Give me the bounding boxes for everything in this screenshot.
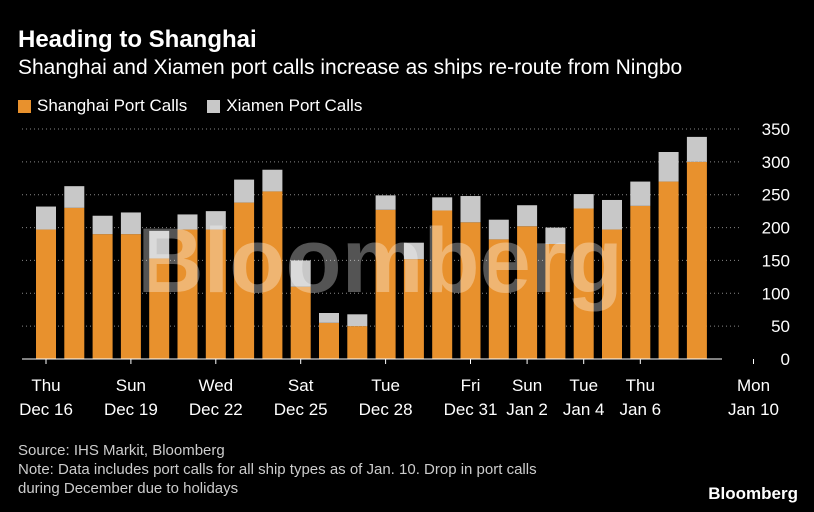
bar-shanghai-dec-22: [205, 229, 226, 359]
x-tick-day-9: Sat: [288, 376, 314, 395]
bar-shanghai-dec-25: [290, 286, 311, 359]
chart-subtitle: Shanghai and Xiamen port calls increase …: [18, 56, 683, 79]
bar-xiamen-jan-8: [686, 136, 707, 162]
x-tick-date-3: Dec 19: [104, 400, 158, 419]
bar-xiamen-jan-6: [630, 181, 651, 206]
bar-shanghai-jan-3: [545, 244, 566, 359]
bar-shanghai-dec-28: [375, 209, 396, 359]
x-tick-day-0: Thu: [31, 376, 60, 395]
bar-xiamen-dec-17: [64, 186, 85, 208]
legend-label-shanghai: Shanghai Port Calls: [37, 96, 188, 115]
bar-xiamen-dec-29: [403, 242, 424, 260]
y-tick-label-100: 100: [762, 284, 790, 303]
y-tick-label-50: 50: [771, 317, 790, 336]
bar-shanghai-dec-30: [432, 210, 453, 359]
bar-xiamen-dec-21: [177, 214, 198, 230]
bar-shanghai-dec-17: [64, 207, 85, 359]
y-tick-label-300: 300: [762, 153, 790, 172]
x-tick-day-19: Tue: [569, 376, 598, 395]
x-tick-day-12: Tue: [371, 376, 400, 395]
x-tick-day-17: Sun: [512, 376, 542, 395]
bar-shanghai-jan-7: [658, 181, 679, 359]
bar-xiamen-dec-19: [120, 212, 141, 235]
bar-shanghai-dec-20: [149, 258, 170, 359]
legend-swatch-xiamen: [207, 99, 221, 113]
legend-item-shanghai: Shanghai Port Calls: [18, 96, 187, 116]
y-tick-label-200: 200: [762, 219, 790, 238]
chart-title: Heading to Shanghai: [18, 26, 257, 53]
y-tick-label-250: 250: [762, 186, 790, 205]
bar-xiamen-dec-24: [262, 169, 283, 192]
bar-shanghai-dec-21: [177, 229, 198, 359]
bar-shanghai-dec-18: [92, 234, 113, 359]
bar-xiamen-dec-28: [375, 195, 396, 210]
y-tick-label-150: 150: [762, 251, 790, 270]
note-line-1: Note: Data includes port calls for all s…: [18, 461, 537, 478]
x-tick-date-9: Dec 25: [274, 400, 328, 419]
bar-xiamen-dec-30: [432, 197, 453, 211]
bar-xiamen-dec-31: [460, 196, 481, 223]
x-tick-date-15: Dec 31: [444, 400, 498, 419]
bar-xiamen-jan-3: [545, 227, 566, 244]
bar-xiamen-dec-22: [205, 211, 226, 230]
x-tick-date-25: Jan 10: [728, 400, 779, 419]
bar-shanghai-dec-27: [347, 326, 368, 359]
note-line-2: during December due to holidays: [18, 480, 239, 497]
x-tick-date-17: Jan 2: [506, 400, 548, 419]
source-note: Source: IHS Markit, Bloomberg: [18, 442, 225, 459]
bar-shanghai-dec-29: [403, 259, 424, 359]
bloomberg-logo: Bloomberg: [708, 484, 798, 503]
legend-item-xiamen: Xiamen Port Calls: [207, 96, 362, 116]
bar-chart: 0 50 100 150 200 250 300 350 Thu Dec 16 Sun Dec 19 W…: [19, 120, 790, 419]
y-tick-label-350: 350: [762, 120, 790, 139]
bar-xiamen-jan-1: [488, 219, 509, 240]
bar-xiamen-dec-16: [36, 206, 56, 230]
bar-shanghai-dec-16: [36, 229, 56, 359]
bar-shanghai-dec-23: [234, 202, 255, 359]
bar-xiamen-dec-18: [92, 215, 113, 235]
x-tick-date-6: Dec 22: [189, 400, 243, 419]
x-tick-date-0: Dec 16: [19, 400, 73, 419]
legend-swatch-shanghai: [18, 99, 31, 113]
bar-xiamen-jan-7: [658, 152, 679, 182]
bar-xiamen-jan-2: [517, 205, 538, 227]
x-tick-day-15: Fri: [461, 376, 481, 395]
bar-xiamen-dec-25: [290, 260, 311, 287]
x-tick-day-21: Thu: [626, 376, 655, 395]
x-tick-day-3: Sun: [116, 376, 146, 395]
bar-shanghai-jan-8: [686, 161, 707, 359]
bar-shanghai-jan-1: [488, 239, 509, 359]
bar-shanghai-dec-19: [120, 234, 141, 359]
bar-xiamen-jan-5: [602, 199, 622, 230]
bar-shanghai-jan-6: [630, 205, 651, 359]
y-tick-label-0: 0: [781, 350, 790, 369]
bar-shanghai-jan-2: [517, 226, 538, 359]
watermark-logo: Bloomberg: [137, 210, 623, 312]
bar-shanghai-jan-4: [573, 208, 594, 359]
bar-xiamen-dec-20: [149, 230, 170, 259]
bar-shanghai-dec-24: [262, 191, 283, 359]
x-tick-date-21: Jan 6: [620, 400, 662, 419]
x-tick-day-25: Mon: [737, 376, 770, 395]
legend-label-xiamen: Xiamen Port Calls: [226, 96, 363, 115]
bar-xiamen-dec-27: [347, 314, 368, 327]
x-tick-day-6: Wed: [198, 376, 233, 395]
legend: Shanghai Port Calls Xiamen Port Calls: [18, 96, 382, 116]
x-tick-date-19: Jan 4: [563, 400, 605, 419]
bar-shanghai-dec-26: [319, 322, 339, 359]
bar-shanghai-dec-31: [460, 222, 481, 359]
bar-xiamen-dec-26: [319, 313, 339, 323]
bar-xiamen-dec-23: [234, 179, 255, 203]
bar-shanghai-jan-5: [602, 229, 622, 359]
bar-xiamen-jan-4: [573, 194, 594, 209]
x-tick-date-12: Dec 28: [359, 400, 413, 419]
